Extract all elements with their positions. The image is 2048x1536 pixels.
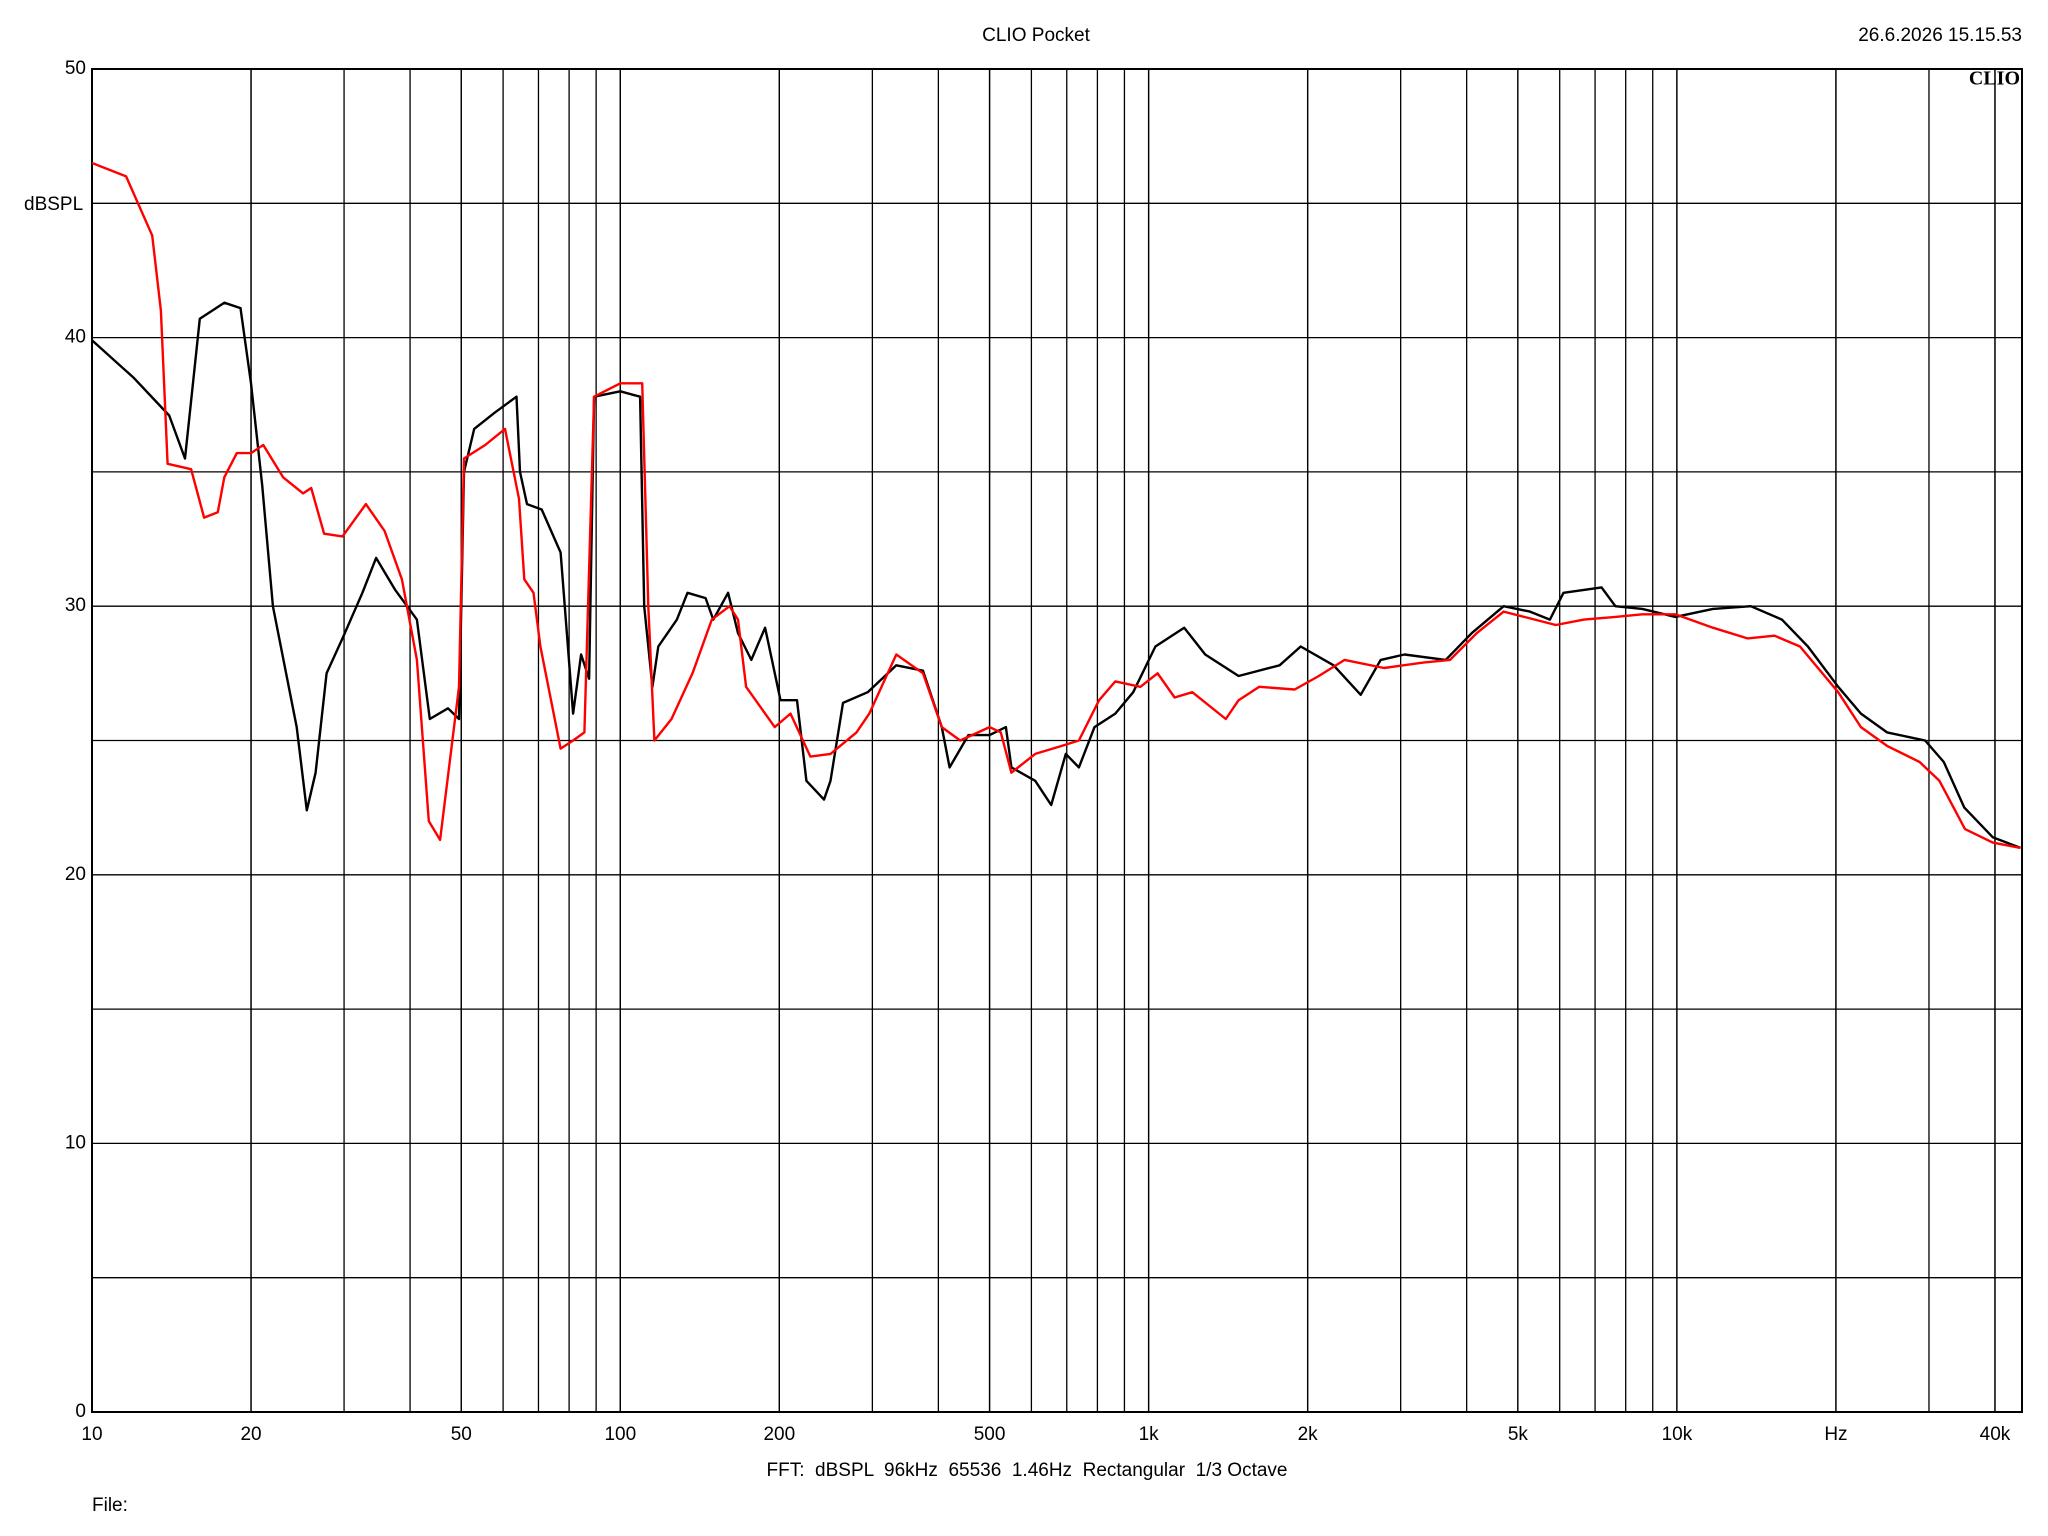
y-axis-label: dBSPL xyxy=(24,194,83,215)
x-tick-label: 500 xyxy=(974,1424,1006,1445)
y-tick-label: 40 xyxy=(65,327,86,348)
x-tick-label: 1k xyxy=(1139,1424,1160,1445)
series-line xyxy=(92,301,2021,850)
y-tick-label: 10 xyxy=(65,1132,86,1153)
y-tick-label: 50 xyxy=(65,58,86,79)
x-tick-label: Hz xyxy=(1824,1424,1847,1445)
file-label: File: xyxy=(92,1495,128,1516)
y-tick-label: 30 xyxy=(65,595,86,616)
chart-title: CLIO Pocket xyxy=(982,25,1090,46)
x-tick-label: 40k xyxy=(1980,1424,2011,1445)
y-tick-label: 20 xyxy=(65,864,86,885)
plot-frame xyxy=(91,68,2023,1413)
y-tick-label: 0 xyxy=(75,1401,86,1422)
x-tick-label: 5k xyxy=(1508,1424,1529,1445)
x-tick-label: 10 xyxy=(81,1424,102,1445)
footer: FFT: dBSPL 96kHz 65536 1.46Hz Rectangula… xyxy=(766,1460,1287,1481)
x-tick-label: 2k xyxy=(1298,1424,1319,1445)
timestamp: 26.6.2026 15.15.53 xyxy=(1858,25,2022,46)
x-tick-label: 10k xyxy=(1662,1424,1693,1445)
x-tick-label: 100 xyxy=(604,1424,636,1445)
x-tick-label: 50 xyxy=(451,1424,472,1445)
x-tick-label: 200 xyxy=(763,1424,795,1445)
x-tick-label: 20 xyxy=(240,1424,261,1445)
series-line xyxy=(92,161,2021,850)
